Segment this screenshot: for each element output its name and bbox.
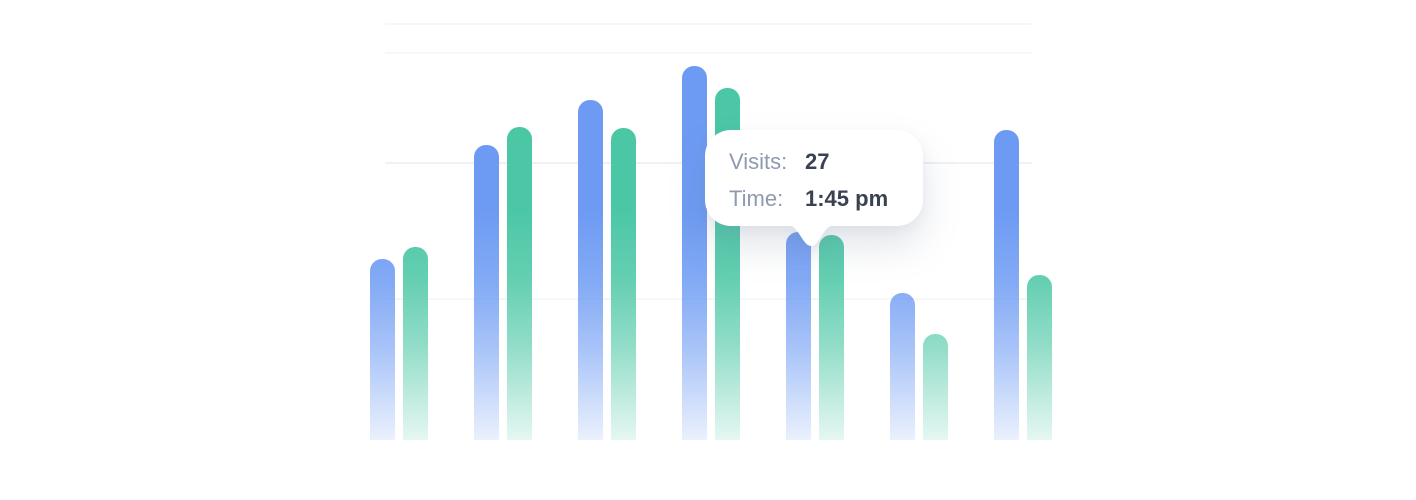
bar-blue-7[interactable] — [994, 130, 1019, 440]
tooltip-visits-row: Visits: 27 — [729, 143, 923, 180]
bar-blue-5[interactable] — [786, 232, 811, 440]
tooltip-time-row: Time: 1:45 pm — [729, 180, 923, 217]
bar-green-1[interactable] — [403, 247, 428, 440]
bar-blue-2[interactable] — [474, 145, 499, 440]
bar-green-6[interactable] — [923, 334, 948, 440]
bar-blue-4[interactable] — [682, 66, 707, 440]
bar-green-7[interactable] — [1027, 275, 1052, 440]
tooltip-time-label: Time: — [729, 185, 784, 211]
bar-blue-3[interactable] — [578, 100, 603, 440]
bar-blue-1[interactable] — [370, 259, 395, 440]
tooltip-visits-label: Visits: — [729, 148, 788, 174]
tooltip-pointer-icon — [789, 225, 833, 246]
bar-green-5[interactable] — [819, 235, 844, 440]
chart-gridline — [385, 52, 1032, 54]
tooltip-time-value: 1:45 pm — [805, 185, 889, 211]
tooltip-visits-value: 27 — [805, 148, 830, 174]
bar-blue-6[interactable] — [890, 293, 915, 440]
bar-green-3[interactable] — [611, 128, 636, 440]
chart-tooltip: Visits: 27 Time: 1:45 pm — [705, 130, 923, 246]
chart-gridline — [385, 23, 1032, 25]
bar-green-2[interactable] — [507, 127, 532, 440]
